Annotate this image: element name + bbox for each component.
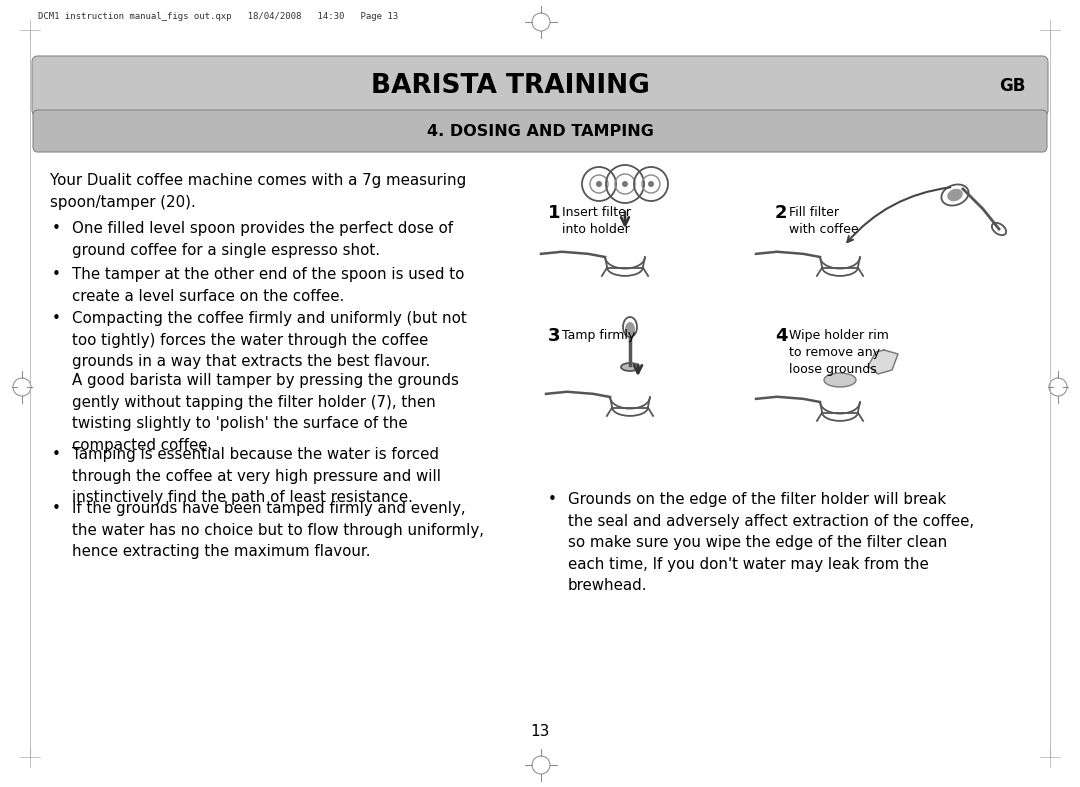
Ellipse shape xyxy=(947,189,962,201)
Text: Tamping is essential because the water is forced
through the coffee at very high: Tamping is essential because the water i… xyxy=(72,447,441,505)
Polygon shape xyxy=(868,350,897,374)
Text: 13: 13 xyxy=(530,725,550,740)
Text: BARISTA TRAINING: BARISTA TRAINING xyxy=(370,73,649,99)
Text: •: • xyxy=(52,501,60,516)
Text: 2: 2 xyxy=(775,204,787,222)
Text: Your Dualit coffee machine comes with a 7g measuring
spoon/tamper (20).: Your Dualit coffee machine comes with a … xyxy=(50,173,467,209)
Text: DCM1 instruction manual_figs out.qxp   18/04/2008   14:30   Page 13: DCM1 instruction manual_figs out.qxp 18/… xyxy=(38,12,399,21)
Text: 4: 4 xyxy=(775,327,787,345)
Text: 4. DOSING AND TAMPING: 4. DOSING AND TAMPING xyxy=(427,124,653,139)
Circle shape xyxy=(648,181,654,187)
Text: •: • xyxy=(52,447,60,462)
Text: •: • xyxy=(52,221,60,236)
Text: Tamp firmly: Tamp firmly xyxy=(562,329,635,342)
Ellipse shape xyxy=(621,363,639,371)
Circle shape xyxy=(622,181,627,187)
Text: The tamper at the other end of the spoon is used to
create a level surface on th: The tamper at the other end of the spoon… xyxy=(72,267,464,304)
Text: •: • xyxy=(52,267,60,282)
Circle shape xyxy=(596,181,602,187)
Text: Fill filter
with coffee: Fill filter with coffee xyxy=(789,206,859,236)
Text: If the grounds have been tamped firmly and evenly,
the water has no choice but t: If the grounds have been tamped firmly a… xyxy=(72,501,484,560)
Text: Wipe holder rim
to remove any
loose grounds: Wipe holder rim to remove any loose grou… xyxy=(789,329,889,376)
FancyBboxPatch shape xyxy=(32,56,1048,116)
FancyBboxPatch shape xyxy=(33,110,1047,152)
Text: Compacting the coffee firmly and uniformly (but not
too tightly) forces the wate: Compacting the coffee firmly and uniform… xyxy=(72,311,467,369)
Text: Grounds on the edge of the filter holder will break
the seal and adversely affec: Grounds on the edge of the filter holder… xyxy=(568,492,974,593)
Text: 3: 3 xyxy=(548,327,561,345)
Text: A good barista will tamper by pressing the grounds
gently without tapping the fi: A good barista will tamper by pressing t… xyxy=(72,373,459,453)
Text: Insert filter
into holder: Insert filter into holder xyxy=(562,206,631,236)
Text: GB: GB xyxy=(1000,77,1026,95)
Ellipse shape xyxy=(625,322,635,336)
Text: •: • xyxy=(548,492,557,507)
Text: One filled level spoon provides the perfect dose of
ground coffee for a single e: One filled level spoon provides the perf… xyxy=(72,221,454,257)
Text: 1: 1 xyxy=(548,204,561,222)
Ellipse shape xyxy=(824,373,856,387)
Text: •: • xyxy=(52,311,60,326)
